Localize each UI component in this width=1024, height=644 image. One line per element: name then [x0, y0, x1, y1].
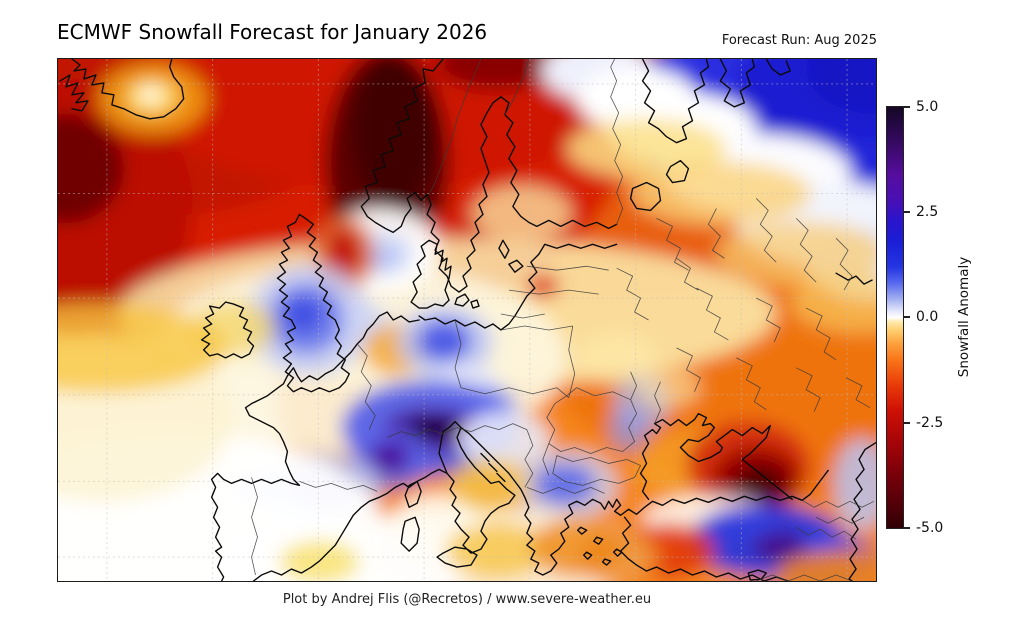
anomaly-color-field	[58, 59, 876, 581]
colorbar-tick	[904, 106, 910, 108]
colorbar-tick	[904, 316, 910, 318]
colorbar-tick-label: 0.0	[916, 309, 939, 325]
europe-anomaly-map	[57, 58, 877, 582]
colorbar-tick-label: 2.5	[916, 204, 939, 220]
colorbar-tick	[904, 211, 910, 213]
anomaly-field-svg	[58, 59, 876, 581]
colorbar-axis-label: Snowfall Anomaly	[956, 256, 972, 378]
colorbar-tick	[904, 422, 910, 424]
colorbar-tick	[904, 527, 910, 529]
country-borders	[251, 59, 875, 581]
colorbar-tick-label: 5.0	[916, 99, 939, 115]
colorbar-gradient	[886, 106, 904, 529]
credit-caption: Plot by Andrej Flis (@Recretos) / www.se…	[282, 592, 652, 607]
page-title: ECMWF Snowfall Forecast for January 2026	[57, 20, 488, 44]
forecast-run-annotation: Forecast Run: Aug 2025	[721, 33, 877, 48]
colorbar-tick-label: -5.0	[916, 520, 944, 536]
colorbar-tick-label: -2.5	[916, 415, 944, 431]
coastlines	[59, 59, 876, 581]
